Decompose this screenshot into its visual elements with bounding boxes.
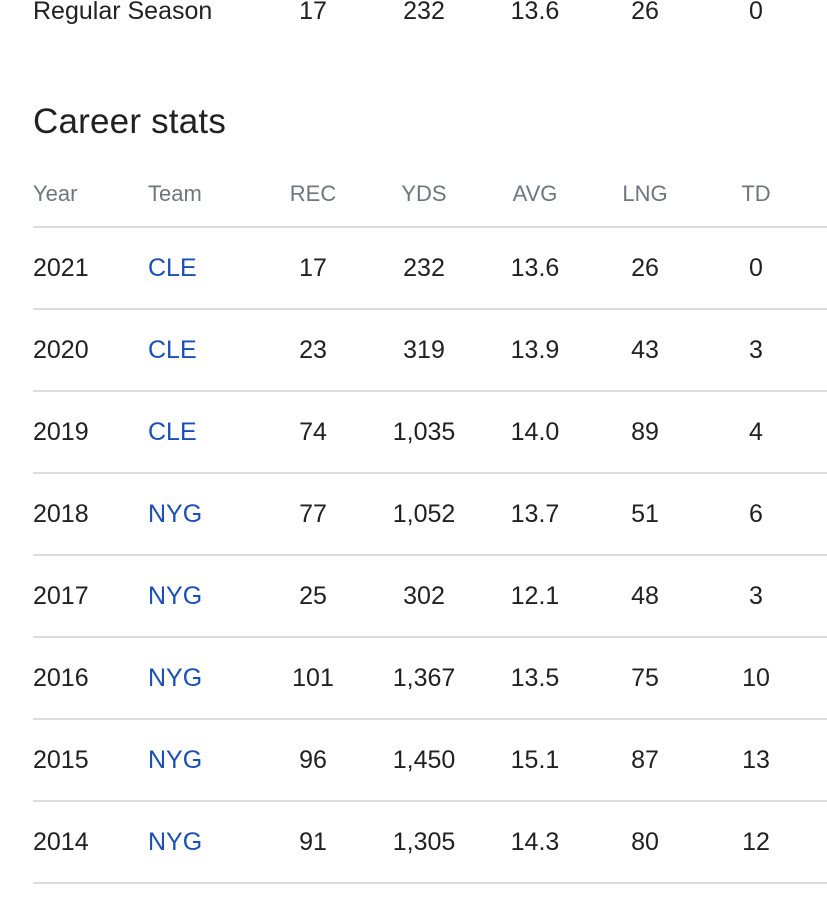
row-rec: 74 [299,418,327,446]
row-year: 2016 [33,664,89,692]
row-td: 10 [742,664,770,692]
row-lng: 80 [631,828,659,856]
column-header-rec: REC [289,181,337,206]
career-stats-title: Career stats [33,102,227,141]
row-divider [33,472,827,474]
row-lng: 51 [631,500,659,528]
row-rec: 23 [299,336,327,364]
row-yds: 232 [403,254,445,282]
row-divider [33,636,827,638]
season-summary-rec: 17 [299,0,327,25]
row-lng: 26 [631,254,659,282]
row-lng: 48 [631,582,659,610]
header-divider [33,226,827,228]
row-yds: 1,052 [392,500,456,528]
row-avg: 14.0 [510,418,560,446]
row-team-link[interactable]: NYG [148,664,203,692]
row-year: 2014 [33,828,89,856]
row-avg: 13.6 [510,254,560,282]
row-lng: 75 [631,664,659,692]
row-lng: 89 [631,418,659,446]
season-summary-row: Regular Season 17 232 13.6 26 0 [0,0,827,31]
column-header-team: Team [148,181,202,206]
column-header-td: TD [741,181,771,206]
table-row: 2019 CLE 74 1,035 14.0 89 4 [0,392,827,472]
season-summary-yds: 232 [403,0,445,25]
row-year: 2019 [33,418,89,446]
row-td: 12 [742,828,770,856]
row-td: 6 [749,500,763,528]
career-stats-header-row: Year Team REC YDS AVG LNG TD [0,172,827,216]
table-row: 2020 CLE 23 319 13.9 43 3 [0,310,827,390]
row-rec: 25 [299,582,327,610]
row-team-link[interactable]: CLE [148,336,197,364]
column-header-yds: YDS [401,181,447,206]
row-yds: 1,305 [392,828,456,856]
season-summary-lng: 26 [631,0,659,25]
row-team-link[interactable]: NYG [148,746,203,774]
row-avg: 15.1 [510,746,560,774]
row-td: 13 [742,746,770,774]
row-divider [33,308,827,310]
row-divider [33,554,827,556]
season-summary-label: Regular Season [33,0,213,25]
row-td: 4 [749,418,763,446]
table-row: 2018 NYG 77 1,052 13.7 51 6 [0,474,827,554]
row-avg: 13.9 [510,336,560,364]
row-team-link[interactable]: NYG [148,828,203,856]
row-td: 3 [749,336,763,364]
row-rec: 91 [299,828,327,856]
row-year: 2020 [33,336,89,364]
row-yds: 1,450 [392,746,456,774]
column-header-year: Year [33,181,78,206]
table-row: 2016 NYG 101 1,367 13.5 75 10 [0,638,827,718]
table-row: 2015 NYG 96 1,450 15.1 87 13 [0,720,827,800]
row-year: 2018 [33,500,89,528]
row-rec: 77 [299,500,327,528]
row-rec: 17 [299,254,327,282]
row-td: 0 [749,254,763,282]
row-rec: 96 [299,746,327,774]
row-avg: 13.5 [510,664,560,692]
row-team-link[interactable]: NYG [148,582,203,610]
row-avg: 14.3 [510,828,560,856]
row-rec: 101 [292,664,334,692]
table-row: 2014 NYG 91 1,305 14.3 80 12 [0,802,827,882]
row-lng: 43 [631,336,659,364]
row-divider [33,718,827,720]
row-td: 3 [749,582,763,610]
row-year: 2015 [33,746,89,774]
season-summary-avg: 13.6 [510,0,560,25]
row-avg: 12.1 [510,582,560,610]
row-yds: 1,035 [392,418,456,446]
row-divider [33,800,827,802]
season-summary-td: 0 [749,0,763,25]
row-team-link[interactable]: NYG [148,500,203,528]
row-year: 2017 [33,582,89,610]
row-team-link[interactable]: CLE [148,254,197,282]
column-header-lng: LNG [622,181,668,206]
row-team-link[interactable]: CLE [148,418,197,446]
row-divider [33,882,827,884]
column-header-avg: AVG [512,181,558,206]
table-row: 2017 NYG 25 302 12.1 48 3 [0,556,827,636]
row-yds: 1,367 [392,664,456,692]
table-row: 2021 CLE 17 232 13.6 26 0 [0,228,827,308]
row-year: 2021 [33,254,89,282]
row-yds: 319 [403,336,445,364]
row-avg: 13.7 [510,500,560,528]
row-divider [33,390,827,392]
row-yds: 302 [403,582,445,610]
row-lng: 87 [631,746,659,774]
